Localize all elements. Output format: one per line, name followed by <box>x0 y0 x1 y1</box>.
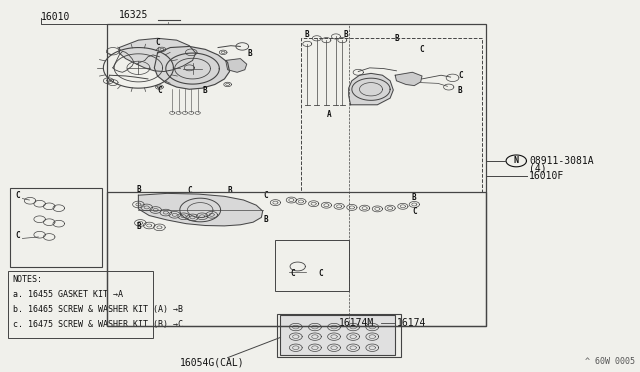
Bar <box>106 192 486 326</box>
Bar <box>280 315 395 355</box>
Bar <box>10 188 102 267</box>
Text: C: C <box>412 207 417 217</box>
Text: A: A <box>327 109 332 119</box>
Text: C: C <box>155 38 160 46</box>
Text: 16325: 16325 <box>119 10 148 20</box>
Bar <box>275 240 349 291</box>
Text: C: C <box>15 231 20 240</box>
Text: 08911-3081A: 08911-3081A <box>529 156 594 166</box>
Text: ^ 60W 0005: ^ 60W 0005 <box>586 357 636 366</box>
Text: N: N <box>514 156 519 166</box>
Text: C: C <box>15 191 20 200</box>
Text: C: C <box>157 86 162 94</box>
Text: 16010: 16010 <box>41 12 70 22</box>
Bar <box>301 38 483 192</box>
Text: B: B <box>412 193 417 202</box>
Text: B: B <box>136 185 141 194</box>
Text: 16174M: 16174M <box>339 318 374 328</box>
Text: (4): (4) <box>529 163 547 173</box>
Polygon shape <box>154 46 230 89</box>
Text: C: C <box>290 269 294 279</box>
Text: B: B <box>264 215 268 224</box>
Text: 16010F: 16010F <box>529 171 564 181</box>
Text: c. 16475 SCREW & WASHER KIT (B) →C: c. 16475 SCREW & WASHER KIT (B) →C <box>13 320 183 328</box>
Text: NOTES:: NOTES: <box>13 275 43 284</box>
Bar <box>276 314 401 357</box>
Text: C: C <box>420 45 424 54</box>
Text: B: B <box>305 30 310 39</box>
Text: B: B <box>343 30 348 39</box>
Text: 16054G(CAL): 16054G(CAL) <box>179 357 244 368</box>
Text: B: B <box>203 86 207 94</box>
Text: B: B <box>227 186 232 195</box>
Text: B: B <box>394 34 399 43</box>
Text: C: C <box>458 71 463 80</box>
Text: 16174: 16174 <box>396 318 426 328</box>
Polygon shape <box>226 59 246 72</box>
Text: a. 16455 GASKET KIT →A: a. 16455 GASKET KIT →A <box>13 290 123 299</box>
Text: B: B <box>136 222 141 231</box>
Text: B: B <box>248 49 252 58</box>
Text: C: C <box>319 269 323 279</box>
Text: C: C <box>187 186 192 195</box>
Text: C: C <box>264 191 268 200</box>
Polygon shape <box>395 72 422 86</box>
Text: B: B <box>458 86 463 94</box>
Bar <box>106 23 486 326</box>
Polygon shape <box>119 38 196 71</box>
Bar <box>8 271 153 338</box>
Polygon shape <box>138 193 262 226</box>
Polygon shape <box>349 73 394 105</box>
Text: b. 16465 SCREW & WASHER KIT (A) →B: b. 16465 SCREW & WASHER KIT (A) →B <box>13 305 183 314</box>
